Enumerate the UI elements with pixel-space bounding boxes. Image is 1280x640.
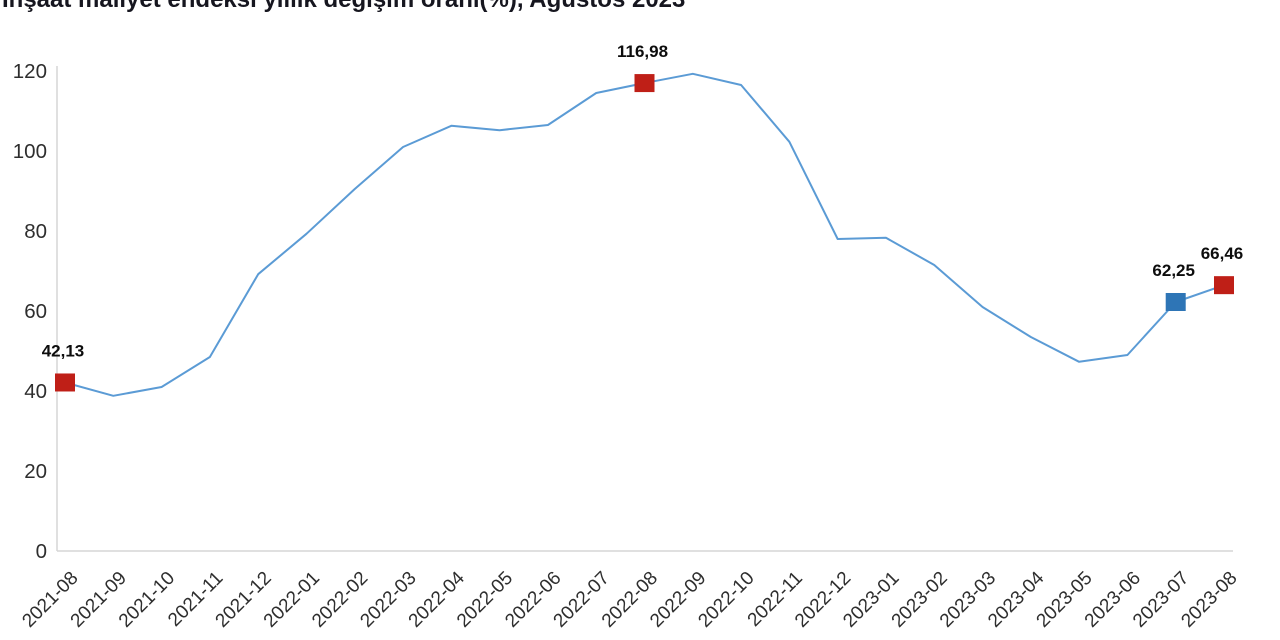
- y-axis-tick-label: 0: [36, 540, 47, 563]
- data-point-label: 66,46: [1201, 244, 1244, 263]
- data-point-marker: [1214, 276, 1234, 295]
- data-point-marker: [634, 74, 655, 93]
- data-point-label: 42,13: [42, 341, 85, 360]
- y-axis-tick-label: 20: [24, 460, 47, 483]
- data-point-marker: [1165, 293, 1186, 311]
- y-axis-tick-label: 40: [24, 380, 47, 403]
- data-point-marker: [55, 373, 75, 392]
- y-axis-tick-label: 100: [13, 140, 47, 163]
- data-point-label: 62,25: [1152, 261, 1195, 280]
- chart-title: İnşaat maliyet endeksi yıllık değişim or…: [2, 0, 685, 14]
- y-axis-tick-label: 80: [24, 220, 47, 243]
- y-axis-tick-label: 120: [13, 60, 47, 83]
- y-axis-tick-label: 60: [24, 300, 47, 323]
- data-point-label: 116,98: [617, 42, 668, 61]
- data-series-line: [64, 72, 1225, 397]
